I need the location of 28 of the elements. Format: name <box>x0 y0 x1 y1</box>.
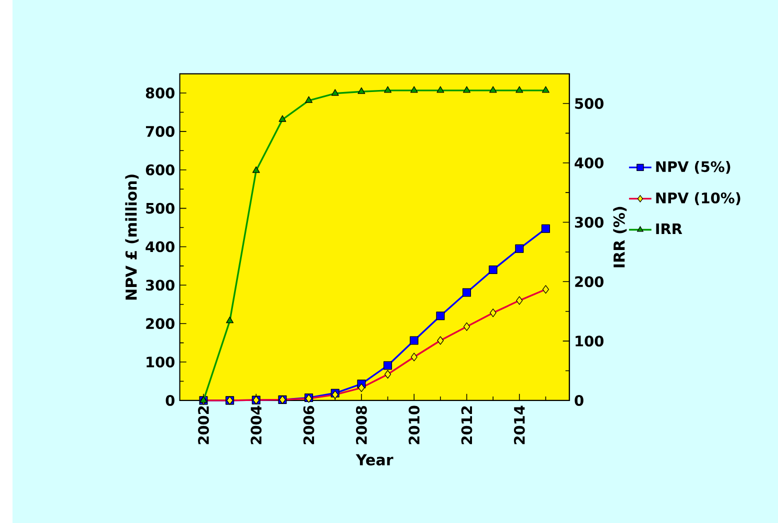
x-tick-label: 2008 <box>356 406 367 444</box>
y-tick-label: 700 <box>146 126 174 137</box>
legend-label: NPV (5%) <box>656 160 730 174</box>
x-tick-label: 2010 <box>408 406 420 444</box>
y-tick-label: 500 <box>146 202 174 214</box>
y2-tick-label: 100 <box>576 335 604 346</box>
y-tick-label: 800 <box>146 87 174 98</box>
y-tick-label: 0 <box>166 394 174 406</box>
y-tick-label: 200 <box>146 318 174 329</box>
y-tick-label: 600 <box>146 164 174 176</box>
x-axis-title: Year <box>356 454 394 466</box>
x-tick-label: 2014 <box>514 406 525 444</box>
y-tick-label: 300 <box>146 279 174 290</box>
x-tick-label: 2002 <box>198 406 209 444</box>
x-tick-label: 2006 <box>303 406 314 444</box>
y-tick-label: 400 <box>146 241 174 252</box>
y2-axis-title: IRR (%) <box>613 206 627 268</box>
y2-tick-label: 0 <box>574 394 584 406</box>
x-tick-label: 2012 <box>461 406 472 444</box>
y2-tick-label: 300 <box>575 216 604 228</box>
y-axis-title: NPV £ (million) <box>125 174 139 300</box>
y2-tick-label: 400 <box>574 157 604 168</box>
legend-label: NPV (10%) <box>656 192 740 205</box>
x-tick-label: 2004 <box>250 406 262 444</box>
legend-label: IRR <box>656 223 682 234</box>
y2-tick-label: 500 <box>575 98 604 109</box>
y2-tick-label: 200 <box>575 276 604 287</box>
y-tick-label: 100 <box>146 356 174 368</box>
